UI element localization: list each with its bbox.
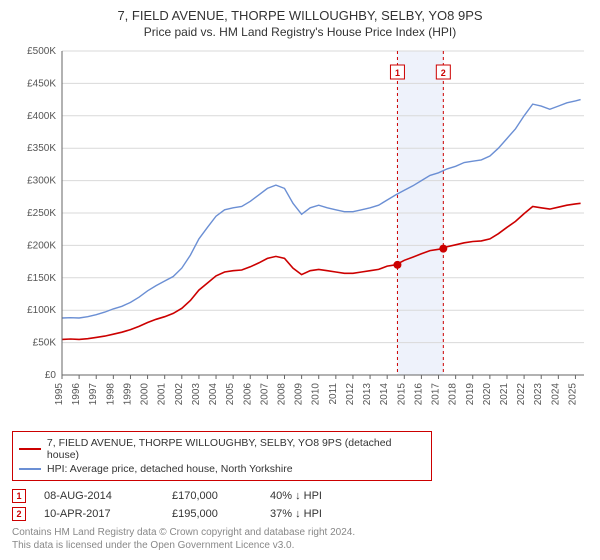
sale-marker-box: 1 bbox=[12, 489, 26, 503]
legend-swatch bbox=[19, 448, 41, 450]
legend-swatch bbox=[19, 468, 41, 470]
svg-text:2021: 2021 bbox=[499, 383, 510, 406]
svg-text:2020: 2020 bbox=[482, 383, 493, 406]
legend: 7, FIELD AVENUE, THORPE WILLOUGHBY, SELB… bbox=[12, 431, 432, 481]
svg-text:£400K: £400K bbox=[27, 111, 56, 122]
sale-delta: 40% ↓ HPI bbox=[270, 490, 360, 502]
svg-text:1999: 1999 bbox=[122, 383, 133, 406]
sale-price: £170,000 bbox=[172, 490, 252, 502]
chart-title: 7, FIELD AVENUE, THORPE WILLOUGHBY, SELB… bbox=[12, 8, 588, 23]
svg-text:£350K: £350K bbox=[27, 143, 56, 154]
sales-table: 1 08-AUG-2014 £170,000 40% ↓ HPI 2 10-APR-201… bbox=[12, 487, 588, 523]
sales-row: 2 10-APR-2017 £195,000 37% ↓ HPI bbox=[12, 505, 588, 523]
svg-text:2016: 2016 bbox=[413, 383, 424, 406]
svg-text:1996: 1996 bbox=[71, 383, 82, 406]
svg-text:2000: 2000 bbox=[140, 383, 151, 406]
svg-text:1995: 1995 bbox=[54, 383, 65, 406]
svg-text:£100K: £100K bbox=[27, 305, 56, 316]
svg-text:1: 1 bbox=[395, 68, 400, 78]
sale-date: 08-AUG-2014 bbox=[44, 490, 154, 502]
svg-text:2008: 2008 bbox=[276, 383, 287, 406]
sale-marker-box: 2 bbox=[12, 507, 26, 521]
svg-text:2024: 2024 bbox=[550, 383, 561, 406]
svg-text:1997: 1997 bbox=[88, 383, 99, 406]
line-chart-svg: £0 £50K £100K £150K £200K £250K £300K £350K £400… bbox=[12, 45, 588, 425]
footnote-line-1: Contains HM Land Registry data © Crown c… bbox=[12, 527, 588, 540]
svg-text:2010: 2010 bbox=[311, 383, 322, 406]
chart-area: £0 £50K £100K £150K £200K £250K £300K £350K £400… bbox=[12, 45, 588, 425]
svg-text:1998: 1998 bbox=[105, 383, 116, 406]
svg-text:2014: 2014 bbox=[379, 383, 390, 406]
svg-text:2012: 2012 bbox=[345, 383, 356, 406]
svg-text:2019: 2019 bbox=[465, 383, 476, 406]
svg-text:2023: 2023 bbox=[533, 383, 544, 406]
svg-text:2017: 2017 bbox=[431, 383, 442, 406]
svg-text:2: 2 bbox=[441, 68, 446, 78]
svg-text:2004: 2004 bbox=[208, 383, 219, 406]
svg-text:£200K: £200K bbox=[27, 240, 56, 251]
sale-delta: 37% ↓ HPI bbox=[270, 508, 360, 520]
svg-text:£300K: £300K bbox=[27, 176, 56, 187]
svg-text:2003: 2003 bbox=[191, 383, 202, 406]
svg-text:2009: 2009 bbox=[294, 383, 305, 406]
svg-text:£0: £0 bbox=[45, 370, 57, 381]
svg-text:2025: 2025 bbox=[567, 383, 578, 406]
svg-text:2022: 2022 bbox=[516, 383, 527, 406]
sale-date: 10-APR-2017 bbox=[44, 508, 154, 520]
svg-text:£250K: £250K bbox=[27, 208, 56, 219]
svg-text:2002: 2002 bbox=[174, 383, 185, 406]
footnote-line-2: This data is licensed under the Open Gov… bbox=[12, 540, 588, 553]
svg-text:2001: 2001 bbox=[157, 383, 168, 406]
sale-price: £195,000 bbox=[172, 508, 252, 520]
svg-text:£150K: £150K bbox=[27, 273, 56, 284]
svg-text:2018: 2018 bbox=[448, 383, 459, 406]
svg-text:£50K: £50K bbox=[33, 338, 57, 349]
svg-text:2013: 2013 bbox=[362, 383, 373, 406]
chart-subtitle: Price paid vs. HM Land Registry's House … bbox=[12, 25, 588, 39]
svg-text:£500K: £500K bbox=[27, 46, 56, 57]
svg-text:2006: 2006 bbox=[242, 383, 253, 406]
legend-label: 7, FIELD AVENUE, THORPE WILLOUGHBY, SELB… bbox=[47, 437, 425, 461]
legend-label: HPI: Average price, detached house, Nort… bbox=[47, 463, 293, 475]
svg-text:2005: 2005 bbox=[225, 383, 236, 406]
footnote: Contains HM Land Registry data © Crown c… bbox=[12, 527, 588, 552]
legend-item: HPI: Average price, detached house, Nort… bbox=[19, 462, 425, 476]
svg-text:2015: 2015 bbox=[396, 383, 407, 406]
svg-text:£450K: £450K bbox=[27, 78, 56, 89]
legend-item: 7, FIELD AVENUE, THORPE WILLOUGHBY, SELB… bbox=[19, 436, 425, 462]
svg-text:2011: 2011 bbox=[328, 383, 339, 405]
sales-row: 1 08-AUG-2014 £170,000 40% ↓ HPI bbox=[12, 487, 588, 505]
svg-text:2007: 2007 bbox=[259, 383, 270, 406]
